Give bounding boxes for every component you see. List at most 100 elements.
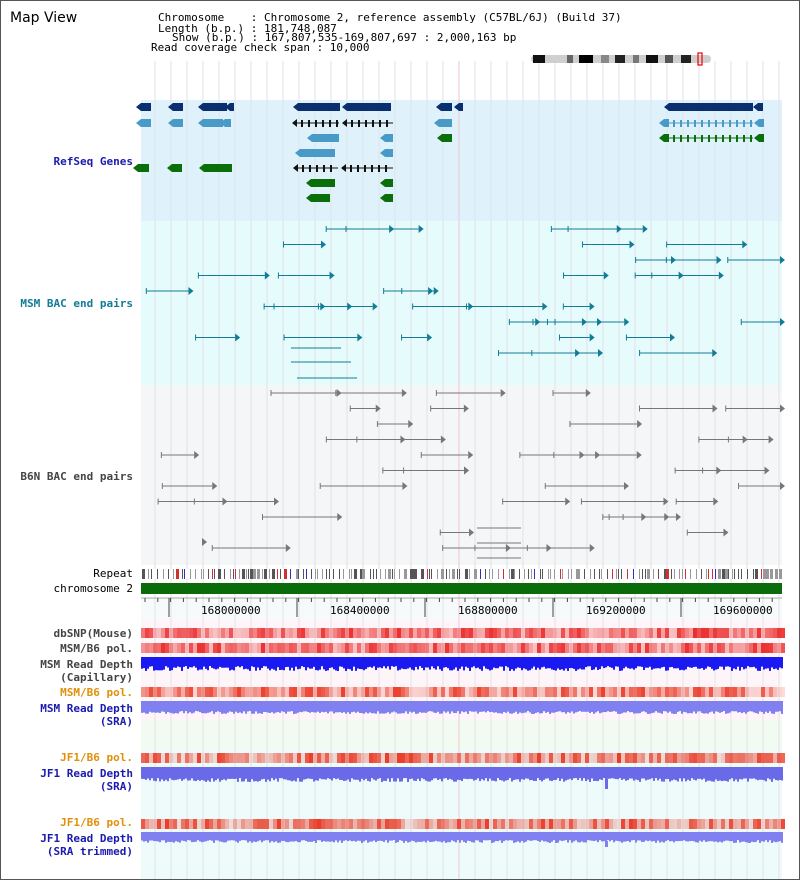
- jf1-sra-depth-bar: [191, 767, 193, 779]
- jf1-b6-pol-cell-2: [745, 819, 749, 829]
- jf1-trimmed-depth-bar: [299, 832, 301, 843]
- jf1-sra-depth-bar: [727, 767, 729, 782]
- msm-b6-pol-cell: [581, 643, 585, 653]
- msm-capillary-depth-bar: [267, 657, 269, 669]
- msm-sra-depth-bar: [759, 701, 761, 712]
- msm-b6-pol-cell: [577, 643, 581, 653]
- jf1-sra-depth-bar: [165, 767, 167, 780]
- jf1-b6-pol-cell: [745, 753, 749, 763]
- msm-b6-pol-label[interactable]: MSM/B6 pol.: [60, 642, 133, 655]
- axis-tick-label: 168000000: [201, 604, 261, 617]
- jf1-b6-pol-cell: [769, 753, 773, 763]
- msm-b6-pol-cell-2: [609, 687, 613, 697]
- dbsnp-cell: [557, 628, 561, 638]
- msm-capillary-depth-bar: [577, 657, 579, 670]
- msm-read-depth-capillary-label[interactable]: MSM Read Depth: [40, 658, 133, 671]
- jf1-sra-depth-bar: [737, 767, 739, 782]
- jf1-b6-pol-cell: [517, 753, 521, 763]
- msm-b6-pol-cell: [705, 643, 709, 653]
- msm-sra-depth-bar: [185, 701, 187, 712]
- msm-b6-pol-cell: [297, 643, 301, 653]
- msm-capillary-depth-bar: [319, 657, 321, 670]
- msm-read-depth-sra-label[interactable]: MSM Read Depth: [40, 702, 133, 715]
- jf1-sra-depth-bar: [205, 767, 207, 782]
- jf1-read-depth-trimmed-label[interactable]: JF1 Read Depth: [40, 832, 133, 845]
- dbsnp-cell: [693, 628, 697, 638]
- jf1-trimmed-depth-bar: [675, 832, 677, 842]
- msm-capillary-depth-bar: [639, 657, 641, 667]
- jf1-b6-pol-cell-2: [641, 819, 645, 829]
- b6n-bac-label[interactable]: B6N BAC end pairs: [20, 470, 133, 483]
- jf1-sra-depth-bar: [723, 767, 725, 781]
- msm-capillary-depth-bar: [291, 657, 293, 668]
- repeat-element: [392, 569, 393, 579]
- msm-capillary-depth-bar: [583, 657, 585, 670]
- b6n-bac-pair-arrow: [663, 497, 669, 506]
- jf1-b6-pol-cell: [313, 753, 317, 763]
- jf1-sra-depth-bar: [623, 767, 625, 779]
- msm-b6-pol-cell-2: [305, 687, 309, 697]
- msm-b6-pol-cell-2: [481, 687, 485, 697]
- msm-sra-depth-bar: [645, 701, 647, 713]
- msm-capillary-depth-bar: [147, 657, 149, 669]
- jf1-sra-depth-bar: [253, 767, 255, 782]
- jf1-trimmed-depth-bar: [761, 832, 763, 842]
- dbsnp-cell: [717, 628, 721, 638]
- jf1-trimmed-depth-bar: [691, 832, 693, 841]
- msm-sra-depth-bar: [341, 701, 343, 713]
- jf1-b6-pol-cell-2: [593, 819, 597, 829]
- msm-b6-pol-cell-2: [617, 687, 621, 697]
- repeat-element: [290, 569, 291, 579]
- msm-sra-depth-bar: [639, 701, 641, 714]
- jf1-b6-pol-cell: [325, 753, 329, 763]
- chromosome-label: chromosome 2: [53, 582, 133, 595]
- msm-sra-depth-bar: [417, 701, 419, 714]
- jf1-b6-pol-cell-2: [617, 819, 621, 829]
- jf1-trimmed-depth-bar: [349, 832, 351, 841]
- msm-capillary-depth-bar: [331, 657, 333, 668]
- msm-capillary-depth-bar: [573, 657, 575, 669]
- jf1-trimmed-depth-bar: [621, 832, 623, 843]
- jf1-b6-pol-label-2[interactable]: JF1/B6 pol.: [60, 816, 133, 829]
- msm-b6-pol-cell: [405, 643, 409, 653]
- jf1-b6-pol-cell: [273, 753, 277, 763]
- b6n-bac-pair-arrow: [375, 404, 381, 413]
- msm-bac-label[interactable]: MSM BAC end pairs: [20, 297, 133, 310]
- msm-capillary-depth-bar: [661, 657, 663, 668]
- msm-b6-pol-label-2[interactable]: MSM/B6 pol.: [60, 686, 133, 699]
- jf1-b6-pol-cell: [601, 753, 605, 763]
- msm-sra-depth-bar: [755, 701, 757, 714]
- repeat-element: [441, 569, 444, 579]
- dbsnp-label[interactable]: dbSNP(Mouse): [53, 627, 133, 640]
- refseq-genes-label[interactable]: RefSeq Genes: [53, 155, 133, 168]
- msm-sra-depth-bar: [539, 701, 541, 714]
- jf1-b6-pol-cell-2: [485, 819, 489, 829]
- msm-sra-depth-bar: [205, 701, 207, 714]
- msm-b6-pol-cell-2: [525, 687, 529, 697]
- jf1-trimmed-depth-bar: [405, 832, 407, 841]
- jf1-b6-pol-cell: [697, 753, 701, 763]
- msm-sra-depth-bar: [683, 701, 685, 712]
- repeat-element: [429, 569, 430, 579]
- jf1-trimmed-depth-bar: [607, 832, 609, 841]
- msm-sra-depth-bar: [657, 701, 659, 713]
- jf1-sra-depth-bar: [753, 767, 755, 779]
- msm-sra-depth-bar: [271, 701, 273, 713]
- msm-sra-depth-bar: [769, 701, 771, 712]
- msm-capillary-depth-bar: [781, 657, 783, 669]
- msm-sra-depth-bar: [321, 701, 323, 712]
- gene-exon: [708, 120, 710, 127]
- jf1-b6-pol-label[interactable]: JF1/B6 pol.: [60, 751, 133, 764]
- jf1-trimmed-depth-bar: [377, 832, 379, 841]
- msm-sra-depth-bar: [343, 701, 345, 713]
- msm-b6-pol-cell-2: [581, 687, 585, 697]
- jf1-read-depth-sra-label[interactable]: JF1 Read Depth: [40, 767, 133, 780]
- jf1-sra-depth-bar: [553, 767, 555, 781]
- msm-capillary-depth-bar: [151, 657, 153, 667]
- msm-capillary-depth-bar: [601, 657, 603, 667]
- msm-b6-pol-cell-2: [753, 687, 757, 697]
- msm-sra-depth-bar: [367, 701, 369, 714]
- jf1-trimmed-depth-bar: [291, 832, 293, 842]
- msm-capillary-depth-bar: [297, 657, 299, 670]
